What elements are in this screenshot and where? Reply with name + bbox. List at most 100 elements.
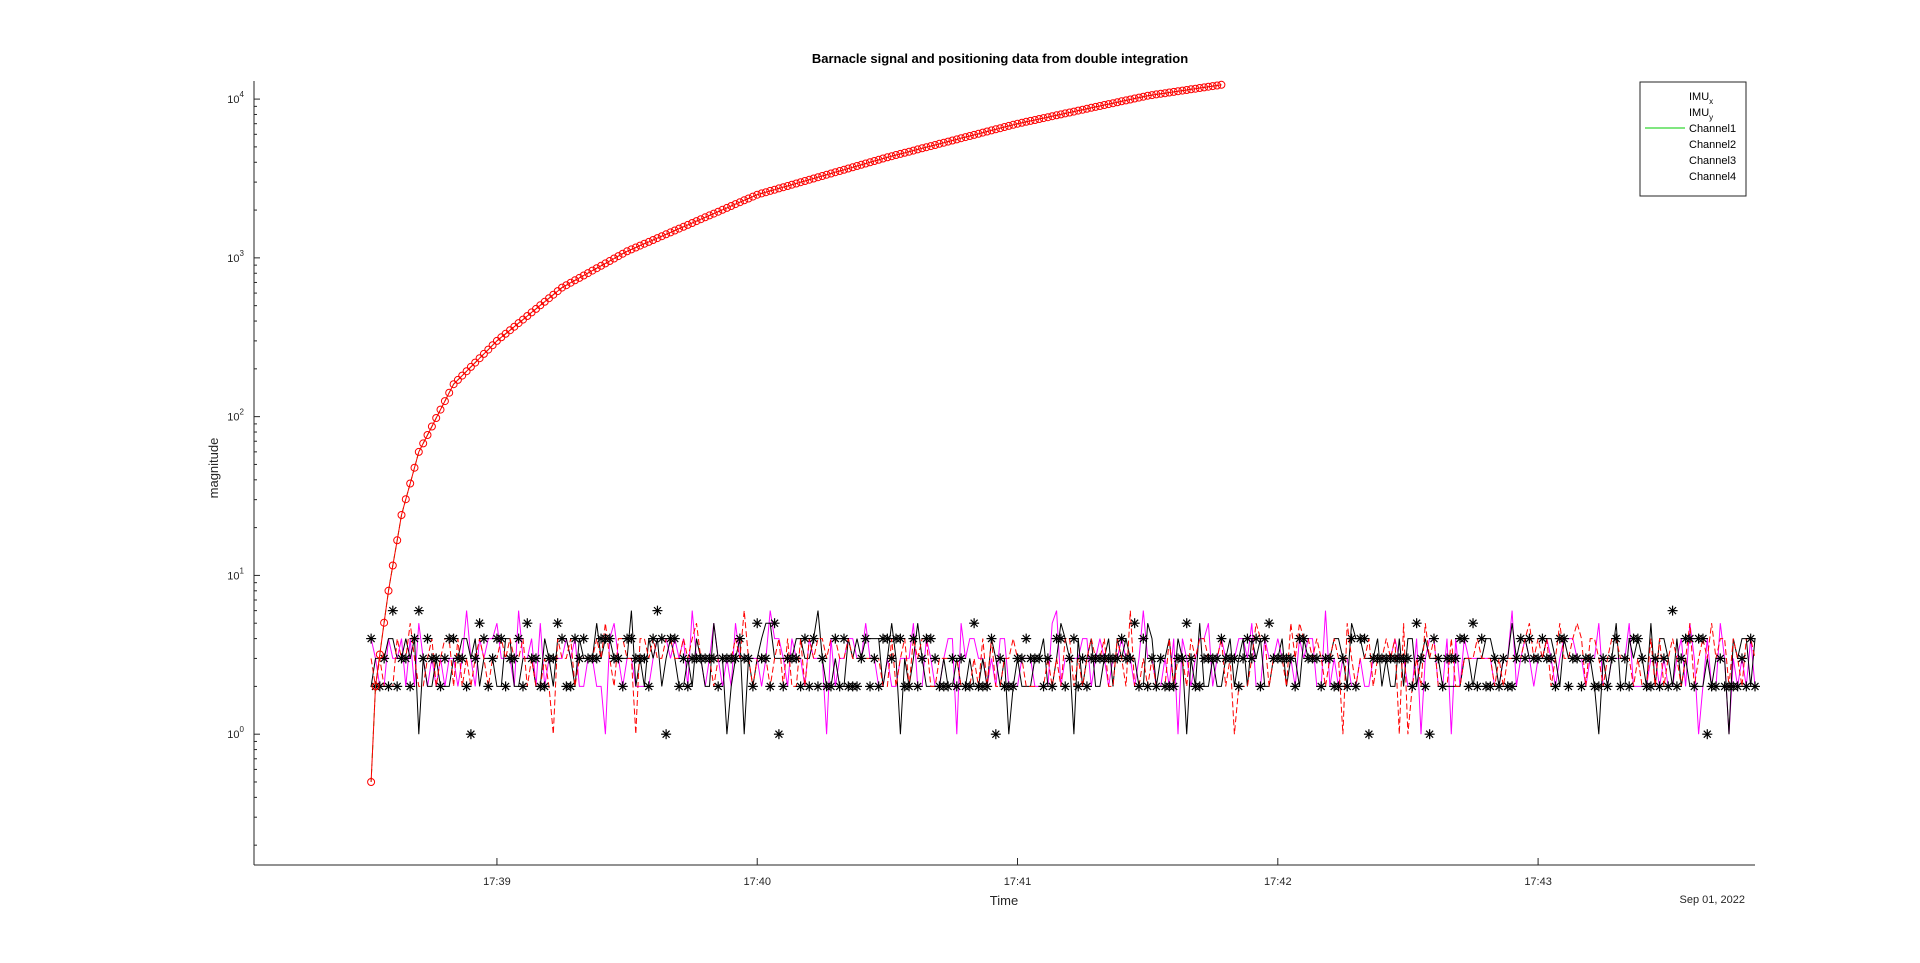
imu-x-marker	[727, 202, 736, 210]
channel4-marker	[1667, 605, 1678, 616]
imu-x-marker	[965, 132, 974, 140]
channel4-marker	[964, 681, 975, 692]
imu-x-marker	[597, 261, 606, 270]
channel4-marker-stroke	[1651, 654, 1660, 663]
channel4-marker	[448, 633, 459, 644]
imu-x-marker	[462, 367, 471, 376]
channel4-marker	[570, 633, 581, 644]
channel4-marker-stroke	[753, 619, 762, 628]
channel4-marker	[1073, 681, 1084, 692]
channel4-marker-stroke	[384, 682, 393, 691]
channel4-marker-stroke	[1430, 634, 1438, 643]
channel4-marker-stroke	[380, 654, 389, 663]
channel4-marker-stroke	[1412, 619, 1421, 628]
channel4-marker	[1251, 633, 1262, 644]
channel4-marker	[1498, 653, 1509, 664]
imu-x-marker	[831, 168, 840, 177]
channel4-marker-stroke	[1538, 634, 1547, 643]
imu-x-marker	[874, 155, 883, 164]
channel4-marker-stroke	[983, 682, 992, 691]
imu-x-marker	[1122, 96, 1130, 105]
channel4-marker	[1472, 681, 1483, 692]
imu-x-marker	[1056, 110, 1065, 119]
channel4-marker	[743, 653, 754, 664]
imu-x-marker	[675, 224, 684, 233]
channel4-marker-stroke	[375, 682, 384, 691]
channel4-marker	[1038, 681, 1049, 692]
imu-x-marker	[787, 180, 796, 189]
channel4-marker	[626, 633, 637, 644]
channel4-marker	[1042, 653, 1053, 664]
imu-x-marker	[848, 163, 857, 172]
channel4-marker	[1242, 633, 1253, 644]
imu-x-marker	[649, 236, 658, 244]
channel4-marker	[1402, 653, 1413, 664]
channel4-marker-stroke	[948, 654, 957, 663]
channel4-marker-stroke	[996, 654, 1005, 663]
channel4-marker	[1177, 653, 1188, 664]
channel4-marker-stroke	[1230, 654, 1239, 663]
imu-x-marker	[861, 159, 870, 168]
channel4-marker-stroke	[1712, 682, 1720, 691]
channel4-marker-stroke	[1312, 654, 1321, 663]
channel4-marker-stroke	[896, 634, 905, 643]
imu-x-marker	[683, 220, 692, 229]
imu-x-marker	[566, 278, 575, 287]
imu-x-marker	[384, 586, 393, 595]
imu-x-marker	[410, 463, 419, 472]
channel4-marker-stroke	[683, 682, 692, 691]
channel4-marker	[791, 653, 802, 664]
imu-x-marker	[584, 269, 592, 278]
channel4-marker-stroke	[887, 654, 896, 663]
channel4-marker	[1168, 681, 1179, 692]
imu-x-marker	[453, 375, 462, 384]
channel4-marker-stroke	[805, 682, 814, 691]
imu-x-marker	[488, 341, 497, 350]
imu-x-marker	[623, 247, 632, 256]
channel4-marker-stroke	[618, 682, 627, 691]
channel4-marker	[1077, 653, 1088, 664]
channel4-marker	[747, 681, 758, 692]
imu-x-marker	[918, 144, 927, 153]
channel4-marker-stroke	[1187, 654, 1195, 663]
imu-x-marker	[952, 135, 961, 144]
channel4-marker-stroke	[1291, 682, 1300, 691]
channel4-marker-stroke	[1534, 654, 1543, 663]
channel4-marker-stroke	[519, 682, 527, 691]
channel4-marker	[522, 618, 533, 629]
channel4-marker	[1342, 681, 1353, 692]
channel4-marker-stroke	[388, 606, 397, 615]
channel4-marker	[713, 681, 724, 692]
channel4-marker	[1064, 653, 1075, 664]
imu-x-marker	[1052, 111, 1061, 120]
channel4-marker-stroke	[1364, 730, 1373, 739]
channel4-marker	[1602, 681, 1613, 692]
channel4-marker-stroke	[853, 682, 861, 691]
channel4-marker-stroke	[1417, 654, 1425, 663]
channel4-marker-stroke	[1065, 654, 1074, 663]
imu-x-marker	[419, 439, 428, 448]
channel4-marker-stroke	[1690, 682, 1699, 691]
channel4-marker-stroke	[909, 634, 918, 643]
channel4-marker-stroke	[566, 682, 575, 691]
channel4-marker	[1138, 633, 1149, 644]
imu-x-marker	[1035, 115, 1044, 123]
imu-x-marker	[892, 151, 900, 159]
imu-x-marker	[1013, 119, 1022, 128]
channel4-marker-stroke	[1499, 654, 1508, 663]
channel4-marker-stroke	[1195, 682, 1204, 691]
imu-x-marker	[636, 241, 645, 250]
channel4-marker-stroke	[1512, 654, 1521, 663]
channel4-marker-stroke	[497, 634, 506, 643]
imu-x-marker	[766, 186, 775, 195]
channel4-marker-stroke	[1265, 619, 1274, 628]
imu-x-marker	[397, 511, 406, 519]
channel4-marker-stroke	[1495, 682, 1503, 691]
imu-x-marker	[432, 414, 441, 422]
imu-x-marker	[1022, 117, 1031, 126]
channel4-marker	[643, 681, 654, 692]
imu-x-marker	[909, 146, 918, 155]
channel4-marker	[1151, 681, 1162, 692]
channel4-marker-stroke	[1521, 654, 1530, 663]
legend-item: IMUx	[1689, 91, 1713, 106]
